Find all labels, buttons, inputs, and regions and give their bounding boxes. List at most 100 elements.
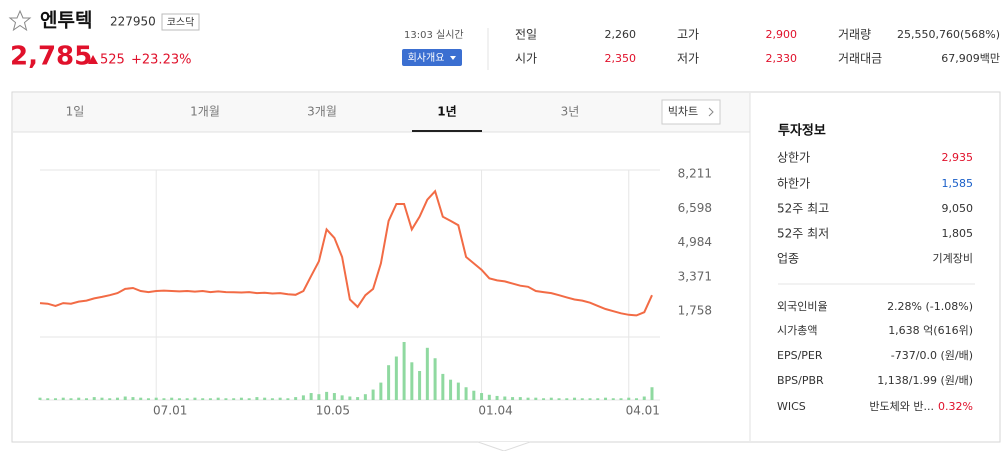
volume-bar	[46, 398, 50, 400]
volume-bar	[270, 398, 274, 400]
x-tick-label: 07.01	[153, 404, 187, 418]
expand-handle[interactable]	[477, 441, 531, 451]
quote-label: 거래량	[838, 28, 871, 42]
invest-value: 반도체와 반...	[869, 400, 934, 413]
tab[interactable]: 1개월	[190, 105, 220, 119]
invest-label: 하한가	[777, 177, 810, 191]
volume-bar	[642, 396, 646, 400]
invest-value: 1,138/1.99 (원/배)	[877, 374, 973, 387]
big-chart-button[interactable]	[661, 99, 721, 125]
company-button-label: 회사개요	[408, 52, 445, 64]
volume-bar	[650, 387, 654, 400]
quote-label: 거래대금	[838, 52, 882, 66]
volume-bar	[456, 382, 460, 400]
stock-code: 227950	[110, 15, 156, 29]
invest-label: EPS/PER	[777, 349, 823, 362]
volume-bar	[216, 397, 220, 400]
y-tick-label: 8,211	[678, 167, 712, 181]
volume-bar	[294, 397, 298, 400]
stock-name: 엔투텍	[40, 10, 92, 32]
volume-bar	[286, 398, 290, 400]
volume-bar	[115, 397, 119, 400]
volume-bar	[53, 398, 57, 400]
x-tick-label: 01.04	[478, 404, 512, 418]
invest-label: 52주 최고	[777, 202, 829, 216]
volume-bar	[131, 397, 135, 400]
change: 525	[100, 53, 125, 68]
volume-bar	[418, 371, 422, 400]
volume-bar	[77, 397, 81, 400]
company-button[interactable]	[402, 49, 462, 66]
volume-bar	[340, 395, 344, 400]
volume-bar	[387, 365, 391, 400]
invest-title: 투자정보	[778, 123, 826, 139]
tab[interactable]: 1일	[66, 105, 85, 119]
volume-bar	[433, 358, 437, 400]
volume-bar	[201, 398, 205, 400]
volume-bar	[619, 398, 623, 400]
volume-bar	[441, 373, 445, 400]
volume-bar	[139, 397, 143, 400]
big-chart-label: 빅차트	[668, 105, 698, 118]
quote-label: 고가	[677, 28, 699, 42]
x-tick-label: 10.05	[316, 404, 350, 418]
invest-label: 52주 최저	[777, 227, 829, 241]
volume-bar	[208, 398, 212, 400]
volume-bar	[301, 395, 305, 400]
volume-bar	[511, 397, 515, 400]
price-line	[39, 189, 653, 317]
volume-bar	[325, 391, 329, 400]
x-tick-label: 04.01	[626, 404, 660, 418]
volume-bar	[371, 389, 375, 400]
volume-bar	[146, 398, 150, 400]
volume-bar	[635, 398, 639, 400]
quote-value: 2,900	[766, 28, 798, 41]
volume-bar	[480, 393, 484, 400]
volume-bar	[255, 397, 259, 400]
volume-bar	[356, 397, 360, 400]
quote-value: 25,550,760(568%)	[897, 28, 1000, 41]
dropdown-caret	[450, 56, 456, 60]
favorite-star[interactable]	[8, 9, 32, 32]
invest-value: 1,638 억(616위)	[888, 324, 973, 337]
invest-value: 2,935	[942, 151, 974, 164]
volume-bar	[224, 398, 228, 400]
volume-bar	[472, 390, 476, 400]
volume-bar	[317, 394, 321, 400]
tab[interactable]: 3년	[561, 105, 580, 119]
tab[interactable]: 3개월	[307, 105, 337, 119]
invest-value: 기계장비	[933, 252, 973, 265]
quote-value: 2,330	[766, 52, 798, 65]
volume-bar	[123, 396, 127, 400]
volume-bar	[596, 398, 600, 400]
quote-value: 2,260	[605, 28, 637, 41]
tab[interactable]: 1년	[437, 105, 456, 119]
volume-bar	[92, 397, 96, 400]
volume-bar	[503, 396, 507, 400]
volume-bar	[379, 382, 383, 400]
price: 2,785	[10, 42, 92, 72]
volume-bar	[84, 398, 88, 400]
volume-bar	[247, 398, 251, 400]
volume-bar	[232, 398, 236, 400]
volume-bar	[565, 398, 569, 400]
volume-bar	[464, 387, 468, 400]
volume-bar	[239, 397, 243, 400]
volume-bar	[61, 397, 65, 400]
invest-value: 1,805	[942, 227, 974, 240]
invest-label: 업종	[777, 252, 799, 266]
volume-bar	[177, 398, 181, 400]
invest-label: BPS/PBR	[777, 374, 824, 387]
market: 코스닥	[167, 17, 195, 29]
volume-bar	[162, 398, 166, 400]
volume-bar	[611, 398, 615, 400]
y-tick-label: 1,758	[678, 303, 712, 317]
volume-bar	[332, 393, 336, 400]
volume-bar	[278, 397, 282, 400]
tab-bar	[13, 93, 750, 132]
volume-bar	[185, 398, 189, 400]
invest-label: WICS	[777, 400, 806, 413]
quote-label: 전일	[515, 28, 537, 42]
time: 13:03 실시간	[404, 29, 464, 41]
